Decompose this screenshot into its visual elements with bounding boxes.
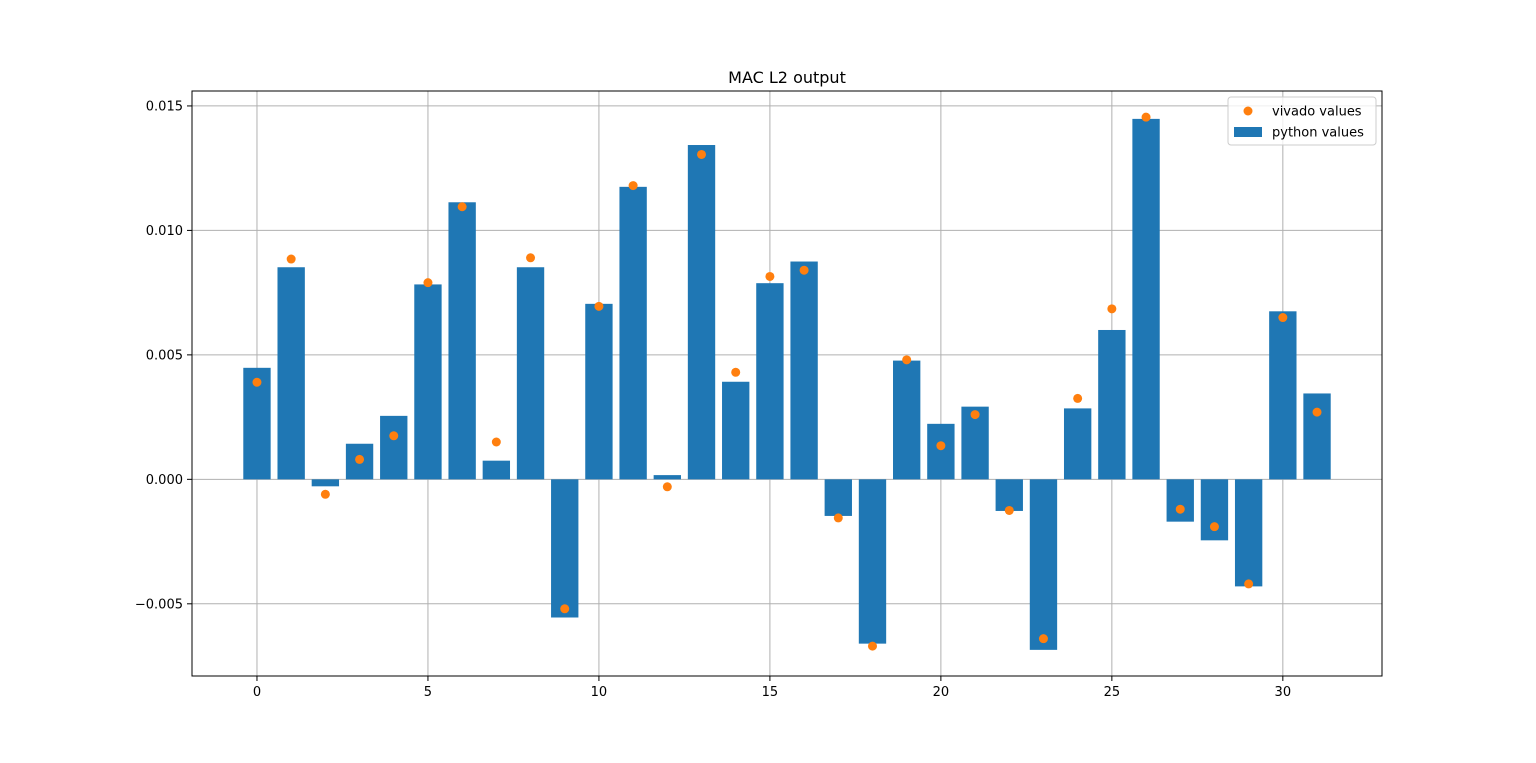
legend-marker-bar bbox=[1234, 127, 1262, 137]
legend: vivado values python values bbox=[1227, 96, 1377, 146]
scatter-point bbox=[1312, 407, 1322, 417]
scatter-point bbox=[252, 377, 262, 387]
scatter-point bbox=[1278, 313, 1288, 323]
bar bbox=[380, 415, 408, 480]
legend-label: python values bbox=[1272, 126, 1364, 141]
scatter-point bbox=[526, 253, 536, 263]
scatter-point bbox=[1004, 505, 1014, 515]
legend-box bbox=[1227, 96, 1377, 146]
x-tick-label: 15 bbox=[762, 685, 779, 700]
bar bbox=[311, 479, 340, 487]
bar bbox=[551, 479, 579, 618]
scatter-point bbox=[970, 410, 980, 420]
scatter-point bbox=[355, 454, 365, 464]
bar bbox=[1166, 479, 1194, 522]
x-tick-label: 0 bbox=[253, 685, 261, 700]
bar bbox=[414, 284, 442, 480]
scatter-point bbox=[286, 254, 296, 264]
bar bbox=[277, 267, 305, 480]
scatter-point bbox=[1141, 112, 1151, 122]
scatter-point bbox=[867, 641, 877, 651]
bar bbox=[448, 202, 476, 480]
scatter-series bbox=[252, 112, 1322, 651]
bar bbox=[1029, 479, 1058, 650]
scatter-point bbox=[1073, 393, 1083, 403]
y-tick-label: 0.000 bbox=[146, 473, 183, 488]
scatter-point bbox=[936, 441, 946, 451]
scatter-point bbox=[833, 513, 843, 523]
bar bbox=[1063, 408, 1092, 480]
scatter-point bbox=[628, 181, 638, 191]
bar bbox=[1234, 479, 1263, 587]
bar bbox=[1200, 479, 1229, 541]
scatter-point bbox=[1244, 579, 1254, 589]
bar bbox=[1303, 393, 1331, 480]
scatter-point bbox=[902, 355, 912, 365]
chart-title: MAC L2 output bbox=[728, 68, 846, 87]
x-tick-label: 30 bbox=[1275, 685, 1292, 700]
bar bbox=[824, 479, 852, 516]
scatter-point bbox=[1209, 522, 1219, 532]
y-tick-label: 0.005 bbox=[146, 348, 183, 363]
scatter-point bbox=[662, 482, 672, 492]
scatter-point bbox=[389, 431, 399, 441]
bar bbox=[722, 381, 750, 480]
bar bbox=[756, 283, 784, 480]
bar bbox=[619, 186, 647, 480]
x-tick-label: 10 bbox=[591, 685, 608, 700]
legend-label: vivado values bbox=[1272, 105, 1362, 120]
scatter-point bbox=[1038, 634, 1048, 644]
bar bbox=[995, 479, 1023, 511]
plot-frame bbox=[191, 90, 1383, 677]
bar bbox=[516, 267, 545, 480]
y-tick-label: 0.010 bbox=[146, 224, 183, 239]
scatter-point bbox=[320, 489, 330, 499]
x-tick-label: 25 bbox=[1104, 685, 1121, 700]
scatter-point bbox=[594, 301, 604, 311]
bar bbox=[790, 261, 818, 480]
bar bbox=[653, 475, 681, 480]
scatter-point bbox=[1107, 304, 1117, 314]
bar bbox=[1269, 311, 1297, 480]
x-tick-label: 5 bbox=[424, 685, 432, 700]
bar bbox=[585, 303, 613, 480]
bar bbox=[482, 460, 511, 480]
scatter-point bbox=[491, 437, 501, 447]
scatter-point bbox=[731, 367, 741, 377]
scatter-point bbox=[799, 265, 809, 275]
y-tick-label: 0.015 bbox=[146, 99, 183, 114]
axes-ticks: 0 5 10 15 20 25 30 −0.005 0.000 0.005 0.010 0.015 bbox=[135, 99, 1291, 700]
bar bbox=[927, 423, 955, 480]
legend-marker-scatter bbox=[1243, 106, 1253, 116]
scatter-point bbox=[697, 149, 707, 159]
scatter-point bbox=[765, 271, 775, 281]
scatter-point bbox=[1175, 504, 1185, 514]
bar bbox=[858, 479, 887, 644]
bar bbox=[1098, 329, 1126, 480]
bar bbox=[1132, 118, 1160, 480]
scatter-point bbox=[457, 202, 467, 212]
bar bbox=[687, 145, 716, 480]
scatter-point bbox=[423, 278, 433, 288]
bar bbox=[893, 360, 921, 480]
x-tick-label: 20 bbox=[933, 685, 950, 700]
y-tick-label: −0.005 bbox=[135, 597, 183, 612]
scatter-point bbox=[560, 604, 570, 614]
